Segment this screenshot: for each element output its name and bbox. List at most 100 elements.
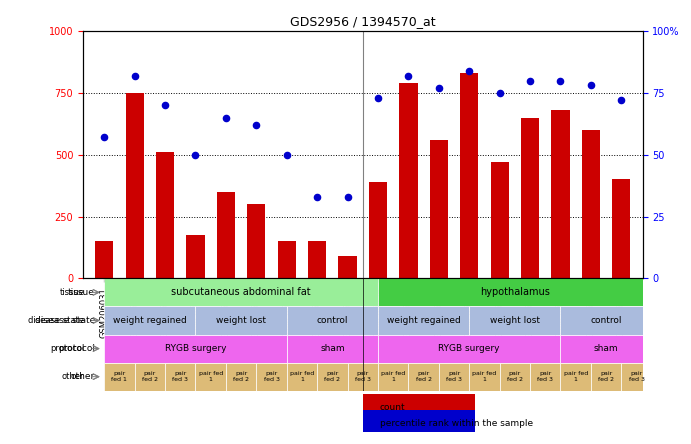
Bar [551,110,569,278]
Text: control: control [590,316,622,325]
Point [433,84,444,91]
FancyBboxPatch shape [196,306,287,334]
Text: pair fed
1: pair fed 1 [198,371,223,382]
Point [585,82,596,89]
Text: hypothalamus: hypothalamus [480,287,550,297]
Point [220,114,231,121]
Text: pair
fed 2: pair fed 2 [415,371,432,382]
Text: tissue: tissue [68,288,95,297]
Bar [156,152,174,278]
FancyBboxPatch shape [439,363,469,391]
Point [99,134,110,141]
FancyBboxPatch shape [378,363,408,391]
Text: weight lost: weight lost [490,316,540,325]
Text: control: control [316,316,348,325]
Text: pair fed
1: pair fed 1 [381,371,406,382]
Bar [278,241,296,278]
FancyBboxPatch shape [165,363,196,391]
FancyBboxPatch shape [621,363,652,391]
FancyBboxPatch shape [530,363,560,391]
Bar [126,93,144,278]
Point [251,122,262,129]
Point [616,97,627,104]
FancyBboxPatch shape [469,363,500,391]
Bar [308,241,326,278]
FancyBboxPatch shape [104,363,135,391]
Bar [430,140,448,278]
FancyBboxPatch shape [104,334,287,363]
Text: pair fed
1: pair fed 1 [290,371,314,382]
Text: pair
fed 3: pair fed 3 [446,371,462,382]
Bar [521,118,539,278]
Point [312,193,323,200]
Text: other: other [71,372,95,381]
FancyBboxPatch shape [348,363,378,391]
Text: count: count [379,403,405,412]
Point [281,151,292,158]
Text: protocol: protocol [58,344,95,353]
Bar [95,241,113,278]
Point [555,77,566,84]
FancyBboxPatch shape [104,278,378,306]
Text: weight regained: weight regained [387,316,460,325]
Text: sham: sham [320,344,345,353]
Text: RYGB surgery: RYGB surgery [439,344,500,353]
Text: pair
fed 3: pair fed 3 [538,371,553,382]
Text: subcutaneous abdominal fat: subcutaneous abdominal fat [171,287,311,297]
Bar [363,410,475,432]
Bar [612,179,630,278]
Text: pair fed
1: pair fed 1 [473,371,497,382]
FancyBboxPatch shape [560,306,652,334]
Text: RYGB surgery: RYGB surgery [164,344,226,353]
Bar [217,192,235,278]
Text: disease state: disease state [28,316,84,325]
Bar [460,73,478,278]
Text: tissue: tissue [59,288,84,297]
FancyBboxPatch shape [135,363,165,391]
Point [129,72,140,79]
Point [464,67,475,74]
FancyBboxPatch shape [287,363,317,391]
FancyBboxPatch shape [256,363,287,391]
Text: pair
fed 2: pair fed 2 [507,371,523,382]
Text: disease state: disease state [35,316,95,325]
Text: pair
fed 2: pair fed 2 [598,371,614,382]
FancyBboxPatch shape [591,363,621,391]
Text: pair
fed 3: pair fed 3 [629,371,645,382]
Title: GDS2956 / 1394570_at: GDS2956 / 1394570_at [290,16,435,28]
FancyBboxPatch shape [287,334,378,363]
Point [524,77,536,84]
FancyBboxPatch shape [500,363,530,391]
Bar [399,83,417,278]
Text: weight lost: weight lost [216,316,266,325]
Text: sham: sham [594,344,618,353]
Bar [187,235,205,278]
Text: pair
fed 3: pair fed 3 [354,371,371,382]
FancyBboxPatch shape [378,306,469,334]
FancyBboxPatch shape [378,334,560,363]
Bar [339,256,357,278]
Text: pair
fed 3: pair fed 3 [172,371,188,382]
FancyBboxPatch shape [560,363,591,391]
FancyBboxPatch shape [196,363,226,391]
Text: pair
fed 2: pair fed 2 [324,371,341,382]
Text: pair
fed 1: pair fed 1 [111,371,127,382]
FancyBboxPatch shape [317,363,348,391]
Text: pair
fed 2: pair fed 2 [233,371,249,382]
Text: weight regained: weight regained [113,316,187,325]
Text: protocol: protocol [50,344,84,353]
Bar [363,394,475,416]
Bar [491,162,509,278]
FancyBboxPatch shape [408,363,439,391]
FancyBboxPatch shape [104,306,196,334]
Bar [582,130,600,278]
Point [403,72,414,79]
Point [190,151,201,158]
Text: percentile rank within the sample: percentile rank within the sample [379,419,533,428]
FancyBboxPatch shape [378,278,652,306]
Text: pair fed
1: pair fed 1 [564,371,588,382]
Point [494,89,505,96]
FancyBboxPatch shape [560,334,652,363]
Point [372,94,384,101]
FancyBboxPatch shape [226,363,256,391]
